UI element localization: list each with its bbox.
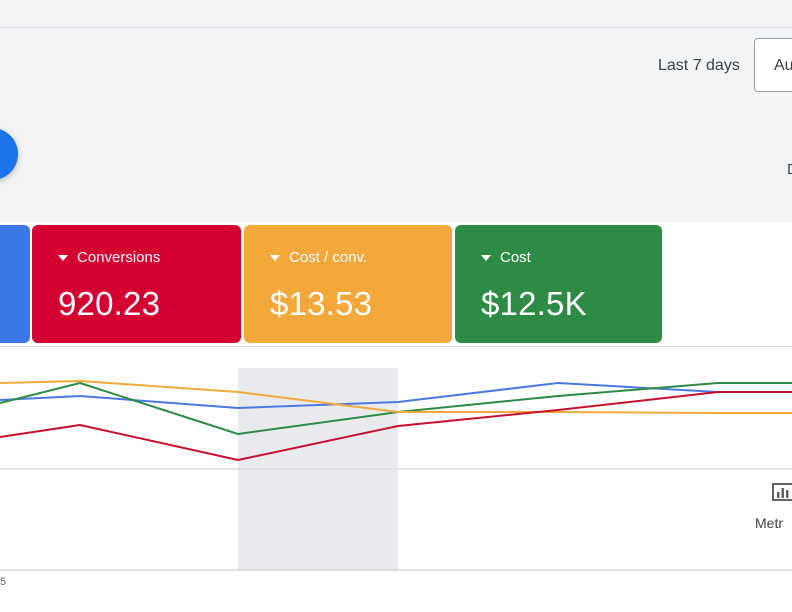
card-title: Conversions — [58, 249, 241, 266]
card-title-label: Conversions — [77, 249, 161, 266]
header-divider — [0, 27, 792, 28]
series-line-3 — [0, 391, 792, 461]
caret-down-icon[interactable] — [270, 254, 280, 261]
performance-chart — [0, 368, 792, 571]
series-line-2 — [0, 380, 792, 414]
caret-down-icon[interactable] — [58, 254, 68, 261]
card-value: $12.5K — [481, 285, 587, 322]
metric-card-cost-per-conv[interactable]: Cost / conv. $13.53 — [244, 225, 452, 343]
card-value: 920.23 — [58, 285, 161, 322]
metric-card-blue[interactable] — [0, 225, 30, 343]
metrics-label[interactable]: Metr — [755, 515, 783, 531]
bar-chart-icon[interactable] — [772, 483, 792, 501]
scorecards-row: Conversions 920.23 Cost / conv. $13.53 C… — [0, 222, 792, 531]
date-range-label[interactable]: Last 7 days — [658, 57, 740, 74]
x-tick-label: 5 — [0, 576, 7, 588]
metric-card-conversions[interactable]: Conversions 920.23 — [32, 225, 241, 343]
card-title: Cost — [481, 249, 662, 266]
card-value: $13.53 — [270, 285, 373, 322]
series-layer — [0, 380, 792, 461]
card-title-label: Cost / conv. — [289, 249, 368, 266]
add-button[interactable] — [0, 128, 18, 180]
card-title: Cost / conv. — [270, 249, 452, 266]
caret-down-icon[interactable] — [481, 254, 491, 261]
header-panel: Last 7 days Au D — [0, 0, 792, 222]
auto-apply-button[interactable]: Au — [754, 38, 792, 92]
metric-card-cost[interactable]: Cost $12.5K — [455, 225, 662, 343]
edge-text: D — [787, 161, 792, 178]
card-title-label: Cost — [500, 249, 531, 266]
